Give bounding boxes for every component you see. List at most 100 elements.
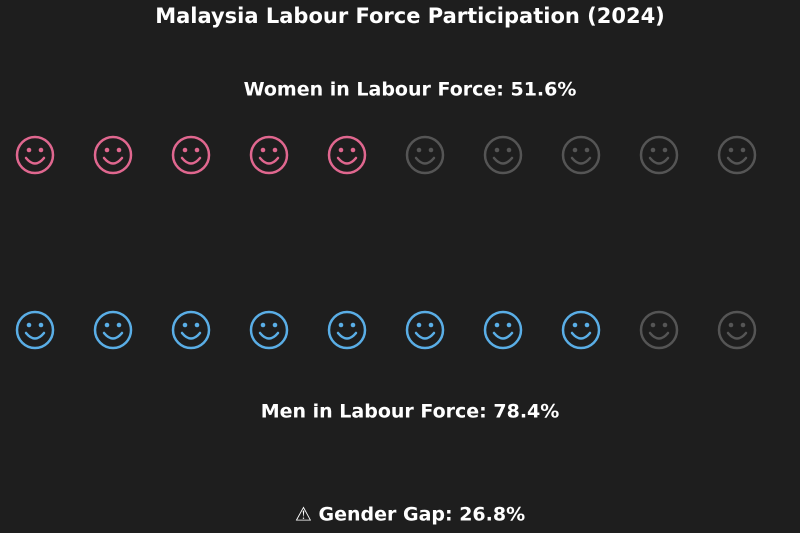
icon-eye xyxy=(506,322,512,328)
icon-eye xyxy=(26,147,32,153)
icon-eye xyxy=(572,147,578,153)
icon-face xyxy=(171,310,211,350)
icon-eye xyxy=(584,322,590,328)
icon-eye xyxy=(38,322,44,328)
icon-smile xyxy=(180,156,202,165)
icon-face xyxy=(327,310,367,350)
icon-eye xyxy=(662,147,668,153)
icon-smile xyxy=(414,331,436,340)
icon-eye xyxy=(104,322,110,328)
icon-eye xyxy=(182,322,188,328)
icon-eye xyxy=(416,322,422,328)
series-label: Men in Labour Force: 78.4% xyxy=(261,401,560,423)
icon-face xyxy=(93,310,133,350)
icon-eye xyxy=(272,322,278,328)
icon-eye xyxy=(116,147,122,153)
icon-smile xyxy=(726,331,748,340)
annotation: ⚠ Gender Gap: 26.8% xyxy=(295,504,525,526)
icon-face xyxy=(171,135,211,175)
person-icon xyxy=(561,310,601,350)
icon-eye xyxy=(506,147,512,153)
icon-eye xyxy=(38,147,44,153)
icon-eye xyxy=(428,322,434,328)
icon-eye xyxy=(338,322,344,328)
icon-eye xyxy=(272,147,278,153)
icon-eye xyxy=(338,147,344,153)
person-icon xyxy=(171,135,211,175)
icon-eye xyxy=(116,322,122,328)
icon-smile xyxy=(24,156,46,165)
icon-smile xyxy=(258,331,280,340)
icon-smile xyxy=(102,156,124,165)
icon-eye xyxy=(416,147,422,153)
icon-eye xyxy=(428,147,434,153)
icon-eye xyxy=(260,322,266,328)
series-label: Women in Labour Force: 51.6% xyxy=(244,79,577,101)
person-icon xyxy=(405,310,445,350)
icon-face xyxy=(483,135,523,175)
icon-smile xyxy=(336,156,358,165)
icon-smile xyxy=(24,331,46,340)
person-icon xyxy=(561,135,601,175)
person-icon xyxy=(15,310,55,350)
icon-face xyxy=(327,135,367,175)
person-icon xyxy=(327,310,367,350)
person-icon xyxy=(93,310,133,350)
icon-smile xyxy=(648,156,670,165)
icon-smile xyxy=(414,156,436,165)
icon-eye xyxy=(740,322,746,328)
icon-eye xyxy=(350,147,356,153)
icon-face xyxy=(639,135,679,175)
person-icon xyxy=(249,135,289,175)
icon-eye xyxy=(194,322,200,328)
person-icon xyxy=(93,135,133,175)
icon-face xyxy=(639,310,679,350)
icon-smile xyxy=(570,331,592,340)
icon-eye xyxy=(26,322,32,328)
person-icon xyxy=(639,135,679,175)
person-icon xyxy=(171,310,211,350)
person-icon xyxy=(717,310,757,350)
icon-eye xyxy=(194,147,200,153)
icon-face xyxy=(717,310,757,350)
icon-eye xyxy=(650,147,656,153)
person-icon xyxy=(327,135,367,175)
icon-smile xyxy=(726,156,748,165)
person-icon xyxy=(483,310,523,350)
icon-face xyxy=(561,310,601,350)
icon-face xyxy=(93,135,133,175)
icon-eye xyxy=(350,322,356,328)
icon-eye xyxy=(728,147,734,153)
icon-smile xyxy=(336,331,358,340)
person-icon xyxy=(249,310,289,350)
icon-face xyxy=(249,135,289,175)
icon-eye xyxy=(494,322,500,328)
icon-eye xyxy=(260,147,266,153)
icon-eye xyxy=(650,322,656,328)
icon-smile xyxy=(648,331,670,340)
icon-smile xyxy=(570,156,592,165)
icon-face xyxy=(249,310,289,350)
icon-eye xyxy=(494,147,500,153)
chart-title: Malaysia Labour Force Participation (202… xyxy=(155,4,665,28)
icon-eye xyxy=(662,322,668,328)
icon-face xyxy=(15,135,55,175)
icon-eye xyxy=(728,322,734,328)
icon-eye xyxy=(182,147,188,153)
icon-face xyxy=(561,135,601,175)
icon-eye xyxy=(572,322,578,328)
icon-smile xyxy=(492,156,514,165)
person-icon xyxy=(483,135,523,175)
icon-eye xyxy=(740,147,746,153)
person-icon xyxy=(405,135,445,175)
icon-face xyxy=(15,310,55,350)
icon-smile xyxy=(258,156,280,165)
icon-eye xyxy=(104,147,110,153)
icon-face xyxy=(405,135,445,175)
icon-eye xyxy=(584,147,590,153)
person-icon xyxy=(717,135,757,175)
icon-smile xyxy=(180,331,202,340)
person-icon xyxy=(15,135,55,175)
